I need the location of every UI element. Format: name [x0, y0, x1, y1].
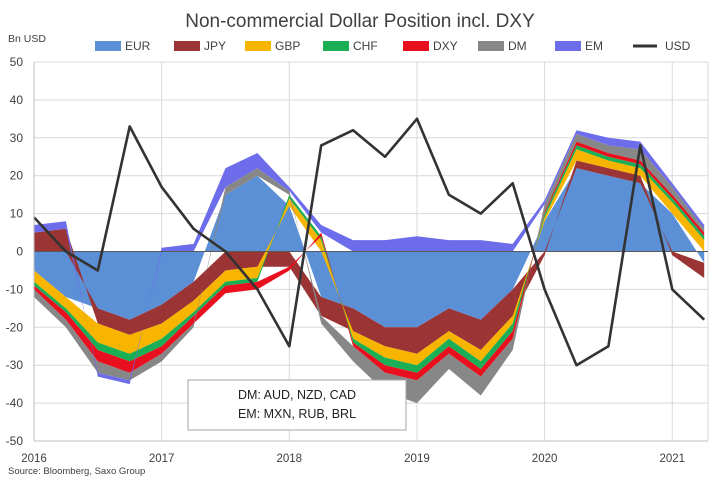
- legend-label: CHF: [353, 39, 378, 53]
- legend-item-chf: CHF: [323, 39, 378, 53]
- stacked-areas: [34, 130, 708, 404]
- source-text: Source: Bloomberg, Saxo Group: [8, 466, 145, 477]
- legend-label: GBP: [275, 39, 300, 53]
- legend-swatch: [555, 41, 581, 51]
- legend-item-em: EM: [555, 39, 603, 53]
- legend-label: USD: [665, 39, 691, 53]
- legend-swatch: [95, 41, 121, 51]
- legend: EUR JPY GBP CHF DXY DM EM USD: [95, 39, 691, 53]
- y-tick-label: -40: [6, 396, 24, 410]
- y-axis-label: Bn USD: [8, 33, 46, 45]
- annotation-box: DM: AUD, NZD, CAD EM: MXN, RUB, BRL: [187, 379, 407, 431]
- legend-label: DM: [508, 39, 527, 53]
- x-tick-label: 2017: [149, 453, 175, 465]
- legend-label: DXY: [433, 39, 458, 53]
- legend-swatch: [478, 41, 504, 51]
- y-tick-label: 10: [10, 207, 24, 221]
- y-tick-label: 50: [10, 55, 24, 69]
- y-tick-label: 30: [10, 131, 24, 145]
- area-chf: [34, 145, 705, 373]
- y-tick-label: 0: [16, 245, 23, 259]
- usd-line-group: [33, 117, 706, 367]
- legend-item-gbp: GBP: [245, 39, 300, 53]
- axes: 50 40 30 20 10 0 -10 -20 -30 -40 -50 2016 2017 2018 20…: [6, 55, 708, 465]
- legend-label: EM: [585, 39, 603, 53]
- y-tick-label: -50: [6, 434, 24, 448]
- y-tick-label: -30: [6, 358, 24, 372]
- x-tick-label: 2021: [659, 453, 685, 465]
- legend-label: EUR: [125, 39, 151, 53]
- legend-item-dm: DM: [478, 39, 527, 53]
- x-tick-label: 2018: [277, 453, 303, 465]
- y-tick-label: 40: [10, 93, 24, 107]
- x-tick-label: 2019: [404, 453, 430, 465]
- legend-item-eur: EUR: [95, 39, 151, 53]
- legend-swatch: [403, 41, 429, 51]
- x-tick-label: 2020: [532, 453, 558, 465]
- legend-item-dxy: DXY: [403, 39, 458, 53]
- annotation-line-dm: DM: AUD, NZD, CAD: [238, 388, 356, 402]
- area-eur: [34, 168, 705, 328]
- legend-swatch: [174, 41, 200, 51]
- y-tick-label: 20: [10, 169, 24, 183]
- area-jpy: [34, 160, 705, 354]
- x-tick-label: 2016: [21, 453, 47, 465]
- y-tick-label: -20: [6, 320, 24, 334]
- legend-label: JPY: [204, 39, 226, 53]
- legend-item-jpy: JPY: [174, 39, 226, 53]
- legend-item-usd: USD: [633, 39, 691, 53]
- legend-swatch: [245, 41, 271, 51]
- annotation-line-em: EM: MXN, RUB, BRL: [238, 407, 356, 421]
- chart-title: Non-commercial Dollar Position incl. DXY: [185, 11, 535, 32]
- line-usd: [33, 117, 706, 367]
- y-tick-label: -10: [6, 282, 24, 296]
- legend-swatch: [323, 41, 349, 51]
- annotation-border: [187, 379, 407, 431]
- area-dxy: [34, 141, 705, 381]
